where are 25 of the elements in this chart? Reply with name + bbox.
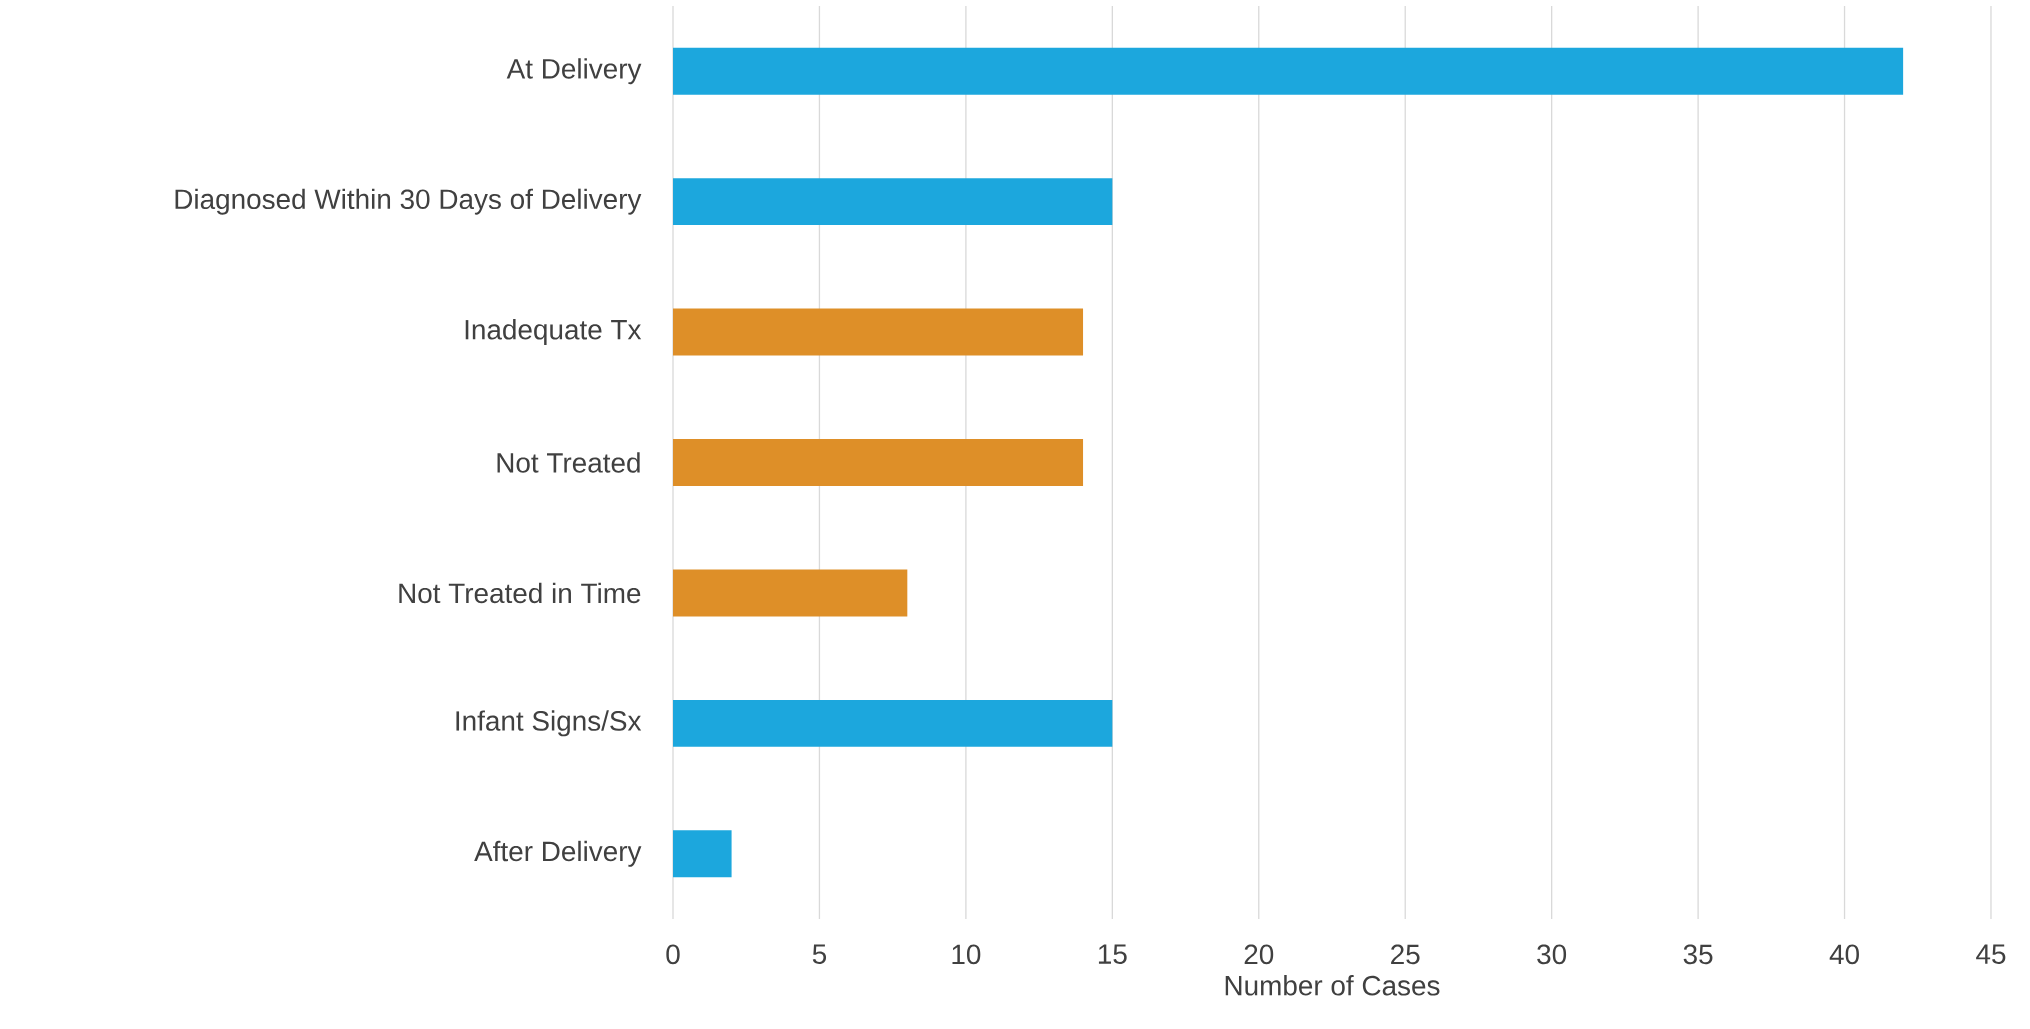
y-tick-label: After Delivery: [474, 840, 642, 867]
y-tick-label: Not Treated in Time: [399, 582, 641, 604]
y-tick-label: Diagnosed Within 30 Days of Delivery: [175, 188, 642, 215]
bar: [673, 47, 1904, 95]
bar: [673, 439, 1084, 486]
x-tick-label: 35: [1683, 944, 1713, 965]
bar: [673, 569, 908, 617]
x-tick-label: 20: [1244, 944, 1274, 965]
x-tick-label: 10: [952, 944, 981, 965]
x-tick-label: 40: [1829, 944, 1859, 965]
y-tick-label: Not Treated: [497, 452, 640, 473]
bar: [673, 699, 1113, 747]
y-tick-label: Infant Signs/Sx: [456, 710, 642, 737]
x-tick-label: 0: [666, 944, 680, 965]
bar: [673, 178, 1113, 226]
y-tick-label: At Delivery: [506, 58, 642, 85]
bar: [673, 830, 732, 878]
x-tick-label: 5: [812, 944, 827, 964]
bar: [673, 308, 1084, 356]
x-tick-label: 25: [1391, 944, 1420, 965]
x-tick-label: 30: [1537, 944, 1567, 965]
x-tick-label: 45: [1976, 944, 2006, 964]
y-tick-label: Inadequate Tx: [465, 319, 642, 346]
x-axis-title: Number of Cases: [1225, 975, 1440, 996]
x-tick-label: 15: [1098, 944, 1127, 964]
